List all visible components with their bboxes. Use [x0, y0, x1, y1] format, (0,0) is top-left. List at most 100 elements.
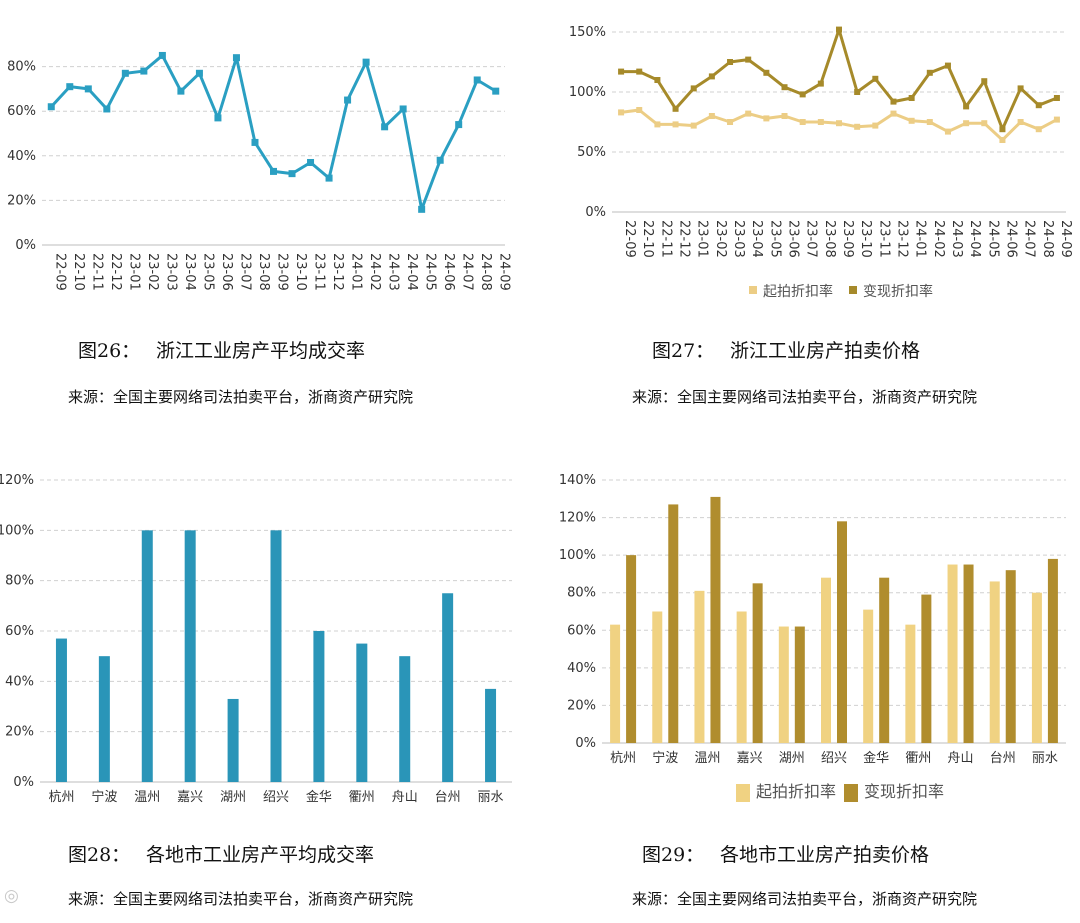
data-point	[908, 117, 915, 124]
legend-swatch	[749, 286, 757, 294]
x-tick-label: 23-01	[126, 253, 141, 291]
x-tick-label: 24-03	[949, 220, 964, 258]
y-tick-label: 0%	[585, 205, 606, 220]
bar	[668, 504, 679, 743]
bar	[399, 656, 411, 782]
x-tick-label: 22-10	[640, 220, 655, 258]
x-tick-label: 台州	[435, 790, 461, 805]
data-point	[1017, 119, 1024, 125]
x-tick-label: 24-01	[913, 220, 928, 258]
legend-label: 起拍折扣率	[756, 782, 836, 801]
data-point	[654, 77, 661, 83]
y-tick-label: 40%	[7, 149, 36, 164]
x-tick-label: 23-01	[695, 220, 710, 258]
x-tick-label: 台州	[990, 751, 1016, 766]
x-tick-label: 24-08	[478, 253, 493, 291]
data-point	[872, 75, 879, 82]
data-point	[418, 205, 426, 213]
data-point	[817, 119, 824, 125]
bar	[1031, 592, 1042, 743]
x-tick-label: 24-04	[967, 220, 982, 258]
data-point	[84, 85, 92, 93]
bar	[1005, 570, 1016, 743]
watermark-logo-icon: ◎	[4, 886, 20, 906]
y-tick-label: 60%	[5, 624, 34, 639]
bar	[313, 631, 325, 782]
data-point	[618, 109, 625, 116]
legend-swatch	[736, 784, 750, 802]
x-tick-label: 温州	[694, 751, 720, 766]
y-tick-label: 0%	[15, 238, 36, 253]
data-point	[672, 105, 679, 112]
source-fig27: 来源：全国主要网络司法拍卖平台，浙商资产研究院	[632, 388, 978, 406]
data-point	[981, 120, 988, 127]
legend-label: 起拍折扣率	[763, 283, 833, 300]
x-tick-label: 宁波	[652, 750, 678, 766]
data-point	[854, 89, 861, 95]
x-tick-label: 丽水	[478, 790, 504, 805]
caption-title: 各地市工业房产拍卖价格	[720, 844, 930, 866]
bar	[184, 530, 196, 782]
data-point	[344, 96, 352, 104]
bar	[356, 643, 368, 782]
x-tick-label: 24-02	[931, 220, 946, 258]
caption-fig26: 图26： 浙江工业房产平均成交率	[78, 336, 365, 363]
y-tick-label: 140%	[559, 473, 596, 488]
data-point	[140, 67, 148, 75]
legend-swatch	[849, 286, 857, 294]
bar	[1047, 558, 1058, 743]
bar	[905, 624, 916, 743]
data-point	[1053, 116, 1060, 123]
x-tick-label: 23-06	[219, 253, 234, 291]
y-tick-label: 0%	[13, 775, 34, 790]
data-point	[836, 120, 842, 127]
bar	[694, 590, 705, 743]
data-point	[121, 69, 129, 77]
data-point	[817, 80, 824, 87]
bar	[55, 638, 67, 782]
x-tick-label: 绍兴	[263, 790, 289, 805]
x-tick-label: 22-11	[658, 220, 673, 258]
y-tick-label: 80%	[567, 586, 596, 601]
x-tick-label: 金华	[306, 789, 332, 805]
x-tick-label: 23-11	[312, 253, 327, 291]
y-tick-label: 100%	[569, 85, 606, 100]
x-tick-label: 衢州	[349, 790, 375, 805]
data-point	[325, 174, 333, 182]
x-tick-label: 宁波	[91, 789, 117, 805]
bar	[485, 688, 497, 782]
data-point	[288, 170, 296, 178]
x-tick-label: 23-06	[786, 220, 801, 258]
y-tick-label: 100%	[0, 523, 34, 538]
data-point	[251, 138, 259, 146]
x-tick-label: 23-03	[163, 253, 178, 291]
data-point	[944, 128, 951, 135]
y-tick-label: 80%	[7, 60, 36, 75]
x-tick-label: 湖州	[779, 751, 805, 766]
bar	[863, 609, 874, 743]
data-point	[799, 91, 806, 98]
data-point	[214, 114, 222, 122]
caption-title: 浙江工业房产拍卖价格	[730, 340, 921, 362]
data-point	[636, 107, 643, 113]
data-point	[781, 84, 788, 91]
data-point	[492, 87, 500, 95]
x-tick-label: 22-12	[677, 220, 692, 258]
data-point	[836, 26, 842, 33]
data-point	[232, 54, 240, 62]
legend-label: 变现折扣率	[864, 782, 944, 801]
x-tick-label: 丽水	[1032, 751, 1058, 766]
caption-fig29: 图29： 各地市工业房产拍卖价格	[642, 840, 929, 867]
x-tick-label: 24-07	[1022, 220, 1037, 258]
data-point	[177, 87, 185, 95]
y-tick-label: 60%	[567, 623, 596, 638]
y-tick-label: 80%	[5, 574, 34, 589]
source-fig29: 来源：全国主要网络司法拍卖平台，浙商资产研究院	[632, 890, 978, 908]
caption-title: 各地市工业房产平均成交率	[146, 844, 375, 866]
bar	[821, 577, 831, 743]
data-point	[708, 73, 715, 80]
x-tick-label: 衢州	[905, 751, 931, 766]
bar	[921, 594, 932, 743]
data-point	[381, 123, 389, 131]
data-point	[727, 119, 734, 125]
